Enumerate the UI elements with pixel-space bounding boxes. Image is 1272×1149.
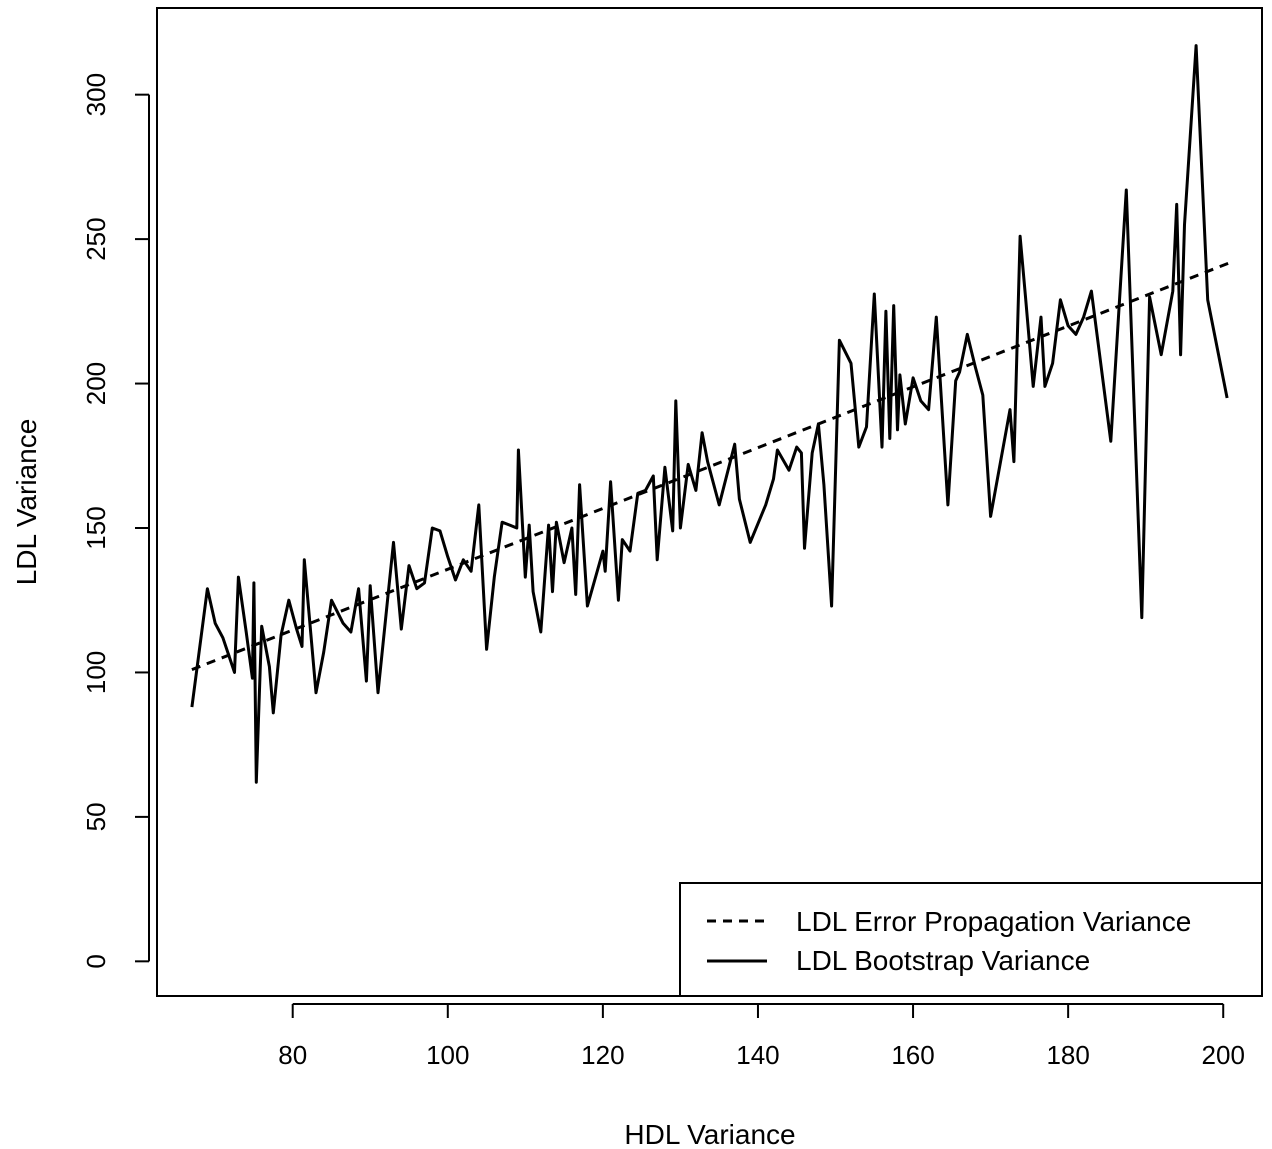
- x-axis-title: HDL Variance: [624, 1119, 795, 1149]
- y-tick-label: 100: [81, 651, 111, 694]
- x-tick-label: 200: [1202, 1040, 1245, 1070]
- y-tick-label: 50: [81, 802, 111, 831]
- y-tick-label: 0: [81, 954, 111, 968]
- legend-label-error-propagation: LDL Error Propagation Variance: [796, 906, 1191, 937]
- series-layer: [190, 44, 1232, 784]
- legend: LDL Error Propagation Variance LDL Boots…: [679, 882, 1263, 997]
- x-tick-label: 160: [891, 1040, 934, 1070]
- x-axis: 80 100 120 140 160 180 200: [278, 1003, 1245, 1070]
- error-propagation-line: [191, 260, 1232, 671]
- y-axis-title: LDL Variance: [11, 419, 42, 586]
- plot-frame: [156, 7, 1263, 997]
- y-axis: 0 50 100 150 200 250 300: [81, 73, 150, 969]
- x-tick-label: 180: [1046, 1040, 1089, 1070]
- legend-box: [679, 882, 1263, 997]
- x-tick-label: 140: [736, 1040, 779, 1070]
- x-tick-label: 120: [581, 1040, 624, 1070]
- y-tick-label: 200: [81, 362, 111, 405]
- legend-label-bootstrap: LDL Bootstrap Variance: [796, 945, 1090, 976]
- y-tick-label: 250: [81, 217, 111, 260]
- x-tick-label: 80: [278, 1040, 307, 1070]
- y-tick-label: 300: [81, 73, 111, 116]
- x-tick-label: 100: [426, 1040, 469, 1070]
- bootstrap-line: [190, 44, 1229, 784]
- y-tick-label: 150: [81, 506, 111, 549]
